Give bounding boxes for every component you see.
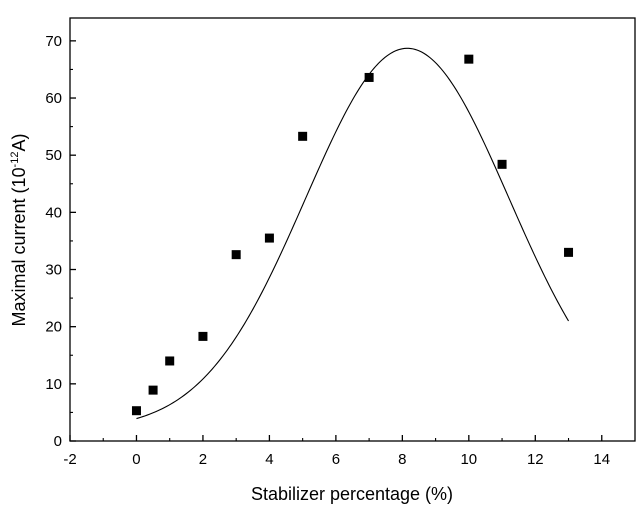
y-tick-label: 30 <box>45 262 62 279</box>
y-tick-label: 50 <box>45 147 62 164</box>
data-point <box>148 385 158 395</box>
y-tick-label: 0 <box>54 433 62 450</box>
y-tick-label: 20 <box>45 319 62 336</box>
fit-curve <box>136 47 570 420</box>
y-axis-label-suffix: A) <box>9 134 29 152</box>
data-point <box>298 131 308 141</box>
y-axis-label: Maximal current (10-12A) <box>9 134 29 327</box>
y-axis-label-main: Maximal current (10 <box>9 167 29 326</box>
x-axis-ticks: -2 0 2 4 6 8 10 12 14 <box>63 435 610 468</box>
x-tick-label: 12 <box>527 451 544 468</box>
data-point <box>198 331 208 341</box>
data-point <box>131 406 141 416</box>
x-tick-label: -2 <box>63 451 76 468</box>
x-tick-label: 8 <box>398 451 406 468</box>
data-point <box>464 54 474 64</box>
y-axis-label-superscript: -12 <box>9 152 21 168</box>
data-point <box>364 72 374 82</box>
x-tick-label: 10 <box>460 451 477 468</box>
x-axis-label: Stabilizer percentage (%) <box>251 484 453 504</box>
y-tick-label: 70 <box>45 33 62 50</box>
y-tick-label: 40 <box>45 204 62 221</box>
x-tick-label: 14 <box>593 451 610 468</box>
data-point <box>264 233 274 243</box>
data-point <box>497 159 507 169</box>
y-axis-ticks: 0 10 20 30 40 50 60 70 <box>45 33 76 450</box>
x-tick-label: 2 <box>199 451 207 468</box>
y-tick-label: 10 <box>45 376 62 393</box>
data-point <box>231 250 241 260</box>
data-points <box>131 54 574 416</box>
x-tick-label: 4 <box>265 451 273 468</box>
x-tick-label: 6 <box>332 451 340 468</box>
y-tick-label: 60 <box>45 90 62 107</box>
plot-area-frame <box>69 17 636 442</box>
data-point <box>165 356 175 366</box>
data-point <box>564 247 574 257</box>
x-tick-label: 0 <box>132 451 140 468</box>
